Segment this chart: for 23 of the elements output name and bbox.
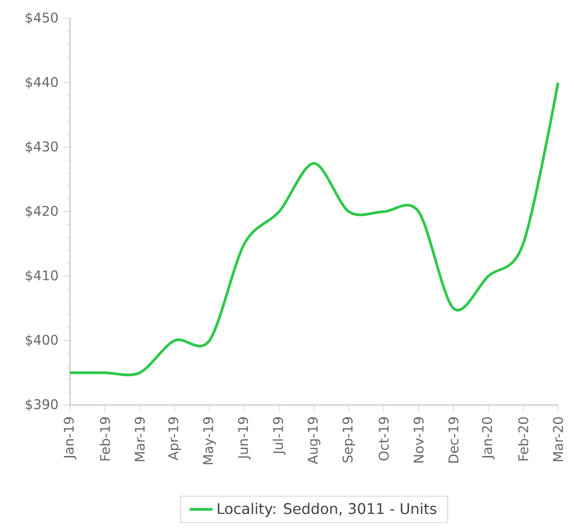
y-tick-label: $420: [26, 206, 58, 218]
y-tick-label: $410: [26, 270, 58, 282]
y-tick-label: $400: [26, 334, 58, 347]
y-tick-label: $450: [26, 12, 58, 24]
x-tick-label: Feb-20: [518, 417, 528, 460]
y-tick-label: $390: [26, 398, 58, 412]
x-tick-label: Jul-19: [272, 417, 286, 455]
x-tick-label: Apr-19: [168, 417, 181, 460]
y-tick-label: $440: [26, 76, 58, 89]
y-tick-label: $430: [26, 141, 58, 154]
legend-label: Locality: Seddon, 3011 - Units: [218, 502, 436, 517]
x-tick-label: Nov-19: [414, 417, 424, 462]
x-tick-label: Mar-19: [134, 417, 145, 462]
x-tick-label: Dec-19: [448, 417, 458, 463]
x-tick-label: Oct-19: [378, 417, 389, 460]
x-tick-label: Jan-20: [482, 417, 495, 460]
x-tick-label: Mar-20: [552, 417, 564, 462]
x-tick-label: May-19: [203, 417, 216, 464]
x-tick-label: Aug-19: [308, 417, 320, 464]
x-tick-label: Sep-19: [342, 417, 356, 462]
x-tick-label: Feb-19: [100, 417, 110, 460]
x-tick-label: Jun-19: [238, 417, 251, 460]
x-tick-label: Jan-19: [64, 417, 76, 460]
